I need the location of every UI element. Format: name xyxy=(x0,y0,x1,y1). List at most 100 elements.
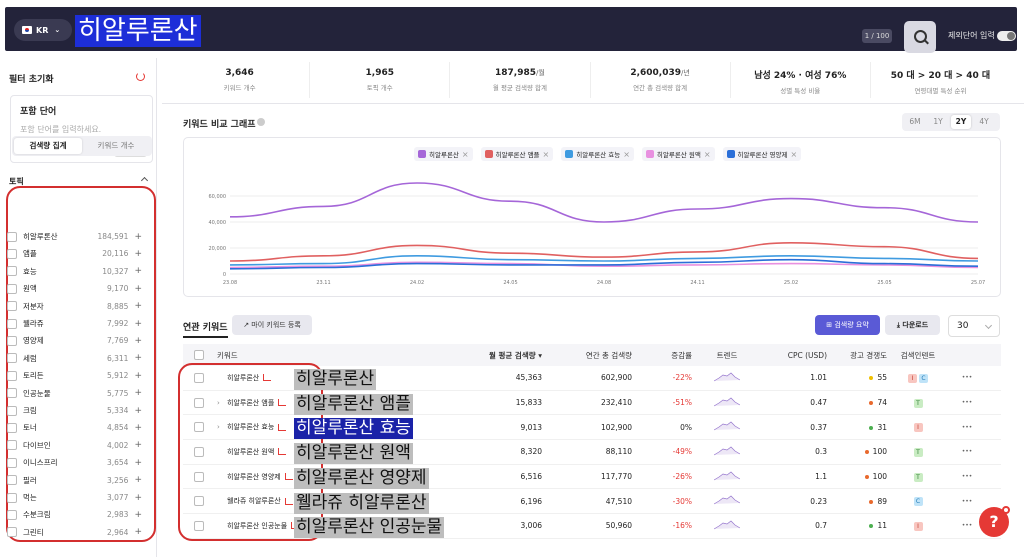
close-icon[interactable]: × xyxy=(461,149,469,159)
country-selector[interactable]: KR ⌄ xyxy=(14,19,72,41)
reset-icon[interactable] xyxy=(136,72,145,81)
trend-chart-icon[interactable] xyxy=(278,399,287,407)
close-icon[interactable]: × xyxy=(623,149,630,159)
table-row[interactable]: › 히알루론산 효능 9,013 102,900 0% 0.37 31 I ••• xyxy=(183,415,1001,441)
col-annual[interactable]: 연간 총 검색량 xyxy=(585,350,632,360)
my-keyword-register-button[interactable]: ↗ 마이 키워드 등록 xyxy=(232,315,312,335)
topic-item[interactable]: 영양제 7,769 + xyxy=(7,332,142,349)
trend-chart-icon[interactable] xyxy=(284,473,293,481)
search-volume-summary-button[interactable]: ⊞ 검색량 요약 xyxy=(815,315,880,335)
topic-item[interactable]: 원액 9,170 + xyxy=(7,280,142,297)
keyword-name[interactable]: 웰라쥬 히알루론산 xyxy=(227,497,281,506)
plus-icon[interactable]: + xyxy=(134,475,142,486)
trend-chart-icon[interactable] xyxy=(278,423,287,431)
topic-item[interactable]: 인공눈물 5,775 + xyxy=(7,385,142,402)
row-checkbox[interactable] xyxy=(194,520,204,531)
topic-checkbox[interactable] xyxy=(7,509,17,520)
plus-icon[interactable]: + xyxy=(134,248,142,259)
topic-checkbox[interactable] xyxy=(7,405,17,416)
topic-item[interactable]: 앰플 20,116 + xyxy=(7,245,142,262)
more-icon[interactable]: ••• xyxy=(961,473,973,481)
chevron-up-icon[interactable] xyxy=(140,176,149,185)
include-words-input[interactable]: 포함 단어를 입력하세요. xyxy=(20,125,102,134)
keyword-name[interactable]: 히알루론산 앰플 xyxy=(227,398,275,407)
related-keywords-tab[interactable]: 연관 키워드 xyxy=(183,320,228,338)
table-row[interactable]: › 히알루론산 앰플 15,833 232,410 -51% 0.47 74 T ••• xyxy=(183,391,1001,416)
chevron-right-icon[interactable]: › xyxy=(217,423,220,432)
topic-checkbox[interactable] xyxy=(7,231,17,242)
col-change[interactable]: 증감률 xyxy=(671,350,692,360)
topic-checkbox[interactable] xyxy=(7,266,17,277)
topic-item[interactable]: 세럼 6,311 + xyxy=(7,350,142,367)
plus-icon[interactable]: + xyxy=(134,283,142,294)
more-icon[interactable]: ••• xyxy=(961,522,973,530)
col-cpc[interactable]: CPC (USD) xyxy=(787,350,827,360)
info-icon[interactable] xyxy=(257,118,265,126)
col-monthly[interactable]: 월 평균 검색량 ▾ xyxy=(489,350,542,360)
plus-icon[interactable]: + xyxy=(134,335,142,346)
legend-checkbox[interactable] xyxy=(645,150,654,158)
topic-checkbox[interactable] xyxy=(7,370,17,381)
row-checkbox[interactable] xyxy=(194,397,204,408)
legend-chip[interactable]: 히알루론산 원액 × xyxy=(641,147,715,161)
topic-item[interactable]: 크림 5,334 + xyxy=(7,402,142,419)
plus-icon[interactable]: + xyxy=(134,440,142,451)
period-6m[interactable]: 6M xyxy=(909,117,921,126)
seg-search-volume[interactable]: 검색량 집계 xyxy=(14,138,82,154)
topic-item[interactable]: 히알루론산 184,591 + xyxy=(7,228,142,245)
plus-icon[interactable]: + xyxy=(134,388,142,399)
col-competition[interactable]: 광고 경쟁도 xyxy=(850,350,887,360)
topic-item[interactable]: 그린티 2,964 + xyxy=(7,524,142,541)
topic-checkbox[interactable] xyxy=(7,301,17,312)
legend-chip[interactable]: 히알루론산 × xyxy=(414,147,473,161)
topic-item[interactable]: 필러 3,256 + xyxy=(7,472,142,489)
row-checkbox[interactable] xyxy=(194,471,204,482)
legend-checkbox[interactable] xyxy=(565,150,574,158)
topic-checkbox[interactable] xyxy=(7,353,17,364)
row-checkbox[interactable] xyxy=(194,422,204,433)
table-row[interactable]: 웰라쥬 히알루론산 6,196 47,510 -30% 0.23 89 C ••• xyxy=(183,489,1001,515)
topic-item[interactable]: 웰라쥬 7,992 + xyxy=(7,315,142,332)
chevron-right-icon[interactable]: › xyxy=(217,398,220,407)
plus-icon[interactable]: + xyxy=(134,457,142,468)
legend-chip[interactable]: 히알루론산 효능 × xyxy=(561,147,634,161)
topic-item[interactable]: 수분크림 2,983 + xyxy=(7,506,142,523)
close-icon[interactable]: × xyxy=(790,149,798,159)
topic-item[interactable]: 토너 4,854 + xyxy=(7,419,142,436)
legend-checkbox[interactable] xyxy=(418,150,426,158)
topic-item[interactable]: 저분자 8,885 + xyxy=(7,298,142,315)
plus-icon[interactable]: + xyxy=(134,527,142,538)
trend-chart-icon[interactable] xyxy=(284,497,293,505)
period-1y[interactable]: 1Y xyxy=(933,117,943,126)
table-row[interactable]: 히알루론산 영양제 6,516 117,770 -26% 1.1 100 T ••• xyxy=(183,465,1001,490)
topic-checkbox[interactable] xyxy=(7,457,17,468)
keyword-name[interactable]: 히알루론산 원액 xyxy=(227,447,275,456)
plus-icon[interactable]: + xyxy=(134,353,142,364)
seg-keyword-count[interactable]: 키워드 개수 xyxy=(97,141,135,150)
topic-checkbox[interactable] xyxy=(7,492,17,503)
period-4y[interactable]: 4Y xyxy=(979,117,989,126)
topic-item[interactable]: 먹는 3,077 + xyxy=(7,489,142,506)
legend-chip[interactable]: 히알루론산 영양제 × xyxy=(722,147,802,161)
row-checkbox[interactable] xyxy=(194,446,204,457)
table-row[interactable]: 히알루론산 45,363 602,900 -22% 1.01 55 I C ••• xyxy=(183,366,1001,391)
search-input[interactable]: 히알루론산 xyxy=(75,15,201,47)
topic-checkbox[interactable] xyxy=(7,248,17,259)
plus-icon[interactable]: + xyxy=(134,405,142,416)
plus-icon[interactable]: + xyxy=(134,301,142,312)
exclude-words-toggle[interactable] xyxy=(997,31,1016,41)
plus-icon[interactable]: + xyxy=(134,370,142,381)
search-button[interactable] xyxy=(904,21,936,53)
plus-icon[interactable]: + xyxy=(134,318,142,329)
topic-checkbox[interactable] xyxy=(7,335,17,346)
keyword-name[interactable]: 히알루론산 xyxy=(227,373,260,382)
topic-item[interactable]: 토리든 5,912 + xyxy=(7,367,142,384)
plus-icon[interactable]: + xyxy=(134,422,142,433)
plus-icon[interactable]: + xyxy=(134,231,142,242)
topic-checkbox[interactable] xyxy=(7,422,17,433)
topic-item[interactable]: 이니스프리 3,654 + xyxy=(7,454,142,471)
trend-chart-icon[interactable] xyxy=(263,374,272,382)
page-size-select[interactable]: 30 xyxy=(948,315,1000,337)
trend-chart-icon[interactable] xyxy=(278,448,287,456)
legend-chip[interactable]: 히알루론산 앰플 × xyxy=(480,147,554,161)
